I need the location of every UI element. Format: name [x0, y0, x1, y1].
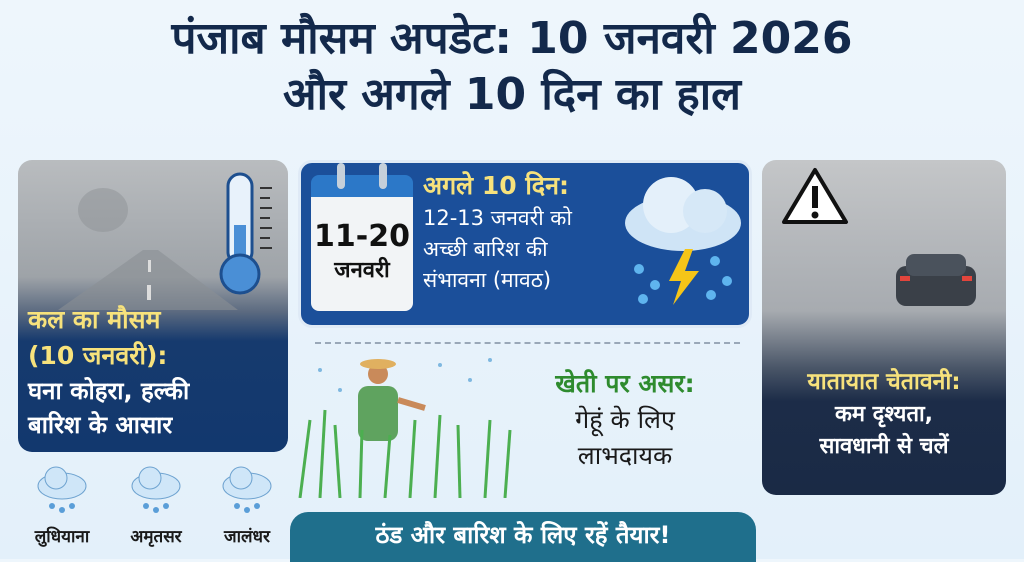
city-ludhiana: लुधियाना — [17, 462, 107, 547]
calendar-range: 11-20 — [314, 219, 410, 254]
city-label: लुधियाना — [34, 527, 90, 547]
warning-icon — [782, 168, 848, 224]
calendar-icon: 11-20 जनवरी — [311, 163, 413, 311]
calendar-month: जनवरी — [334, 258, 390, 283]
city-jalandhar: जालंधर — [202, 462, 292, 547]
city-label: अमृतसर — [130, 527, 182, 547]
title-line-1: पंजाब मौसम अपडेट: 10 जनवरी 2026 — [171, 13, 853, 64]
rain-cloud-icon — [222, 466, 272, 513]
tomorrow-heading: कल का मौसम — [28, 305, 161, 334]
farming-line-2: लाभदायक — [577, 441, 673, 470]
traffic-warning-card: यातायात चेतावनी: कम दृश्यता, सावधानी से … — [762, 160, 1006, 495]
city-amritsar: अमृतसर — [111, 462, 201, 547]
bottom-banner: ठंड और बारिश के लिए रहें तैयार! — [290, 512, 756, 562]
tomorrow-date: (10 जनवरी): — [28, 341, 168, 370]
rain-cloud-icon — [37, 466, 87, 513]
rain-cloud-icon — [131, 466, 181, 513]
tomorrow-text-2: बारिश के आसार — [28, 411, 173, 439]
farmer-illustration — [298, 358, 512, 498]
forecast-line-2: अच्छी बारिश की — [423, 237, 548, 261]
traffic-heading: यातायात चेतावनी: — [807, 369, 961, 395]
city-label: जालंधर — [224, 527, 270, 547]
title-line-2: और अगले 10 दिन का हाल — [282, 69, 741, 120]
divider — [315, 342, 740, 344]
forecast-card: 11-20 जनवरी अगले 10 दिन: 12-13 जनवरी को … — [298, 160, 752, 328]
car-image — [896, 254, 976, 306]
farming-line-1: गेहूं के लिए — [575, 405, 675, 434]
farming-heading: खेती पर असर: — [555, 369, 695, 398]
foggy-road-image — [58, 188, 238, 310]
traffic-line-2: सावधानी से चलें — [819, 434, 949, 459]
thunderstorm-cloud-icon — [625, 177, 741, 305]
traffic-line-1: कम दृश्यता, — [834, 402, 934, 427]
forecast-line-3: संभावना (मावठ) — [423, 268, 552, 292]
forecast-heading: अगले 10 दिन: — [423, 171, 569, 200]
tomorrow-weather-card: कल का मौसम (10 जनवरी): घना कोहरा, हल्की … — [18, 160, 288, 452]
thermometer-icon — [219, 172, 272, 295]
tomorrow-text-1: घना कोहरा, हल्की — [28, 377, 190, 405]
forecast-line-1: 12-13 जनवरी को — [423, 206, 572, 230]
